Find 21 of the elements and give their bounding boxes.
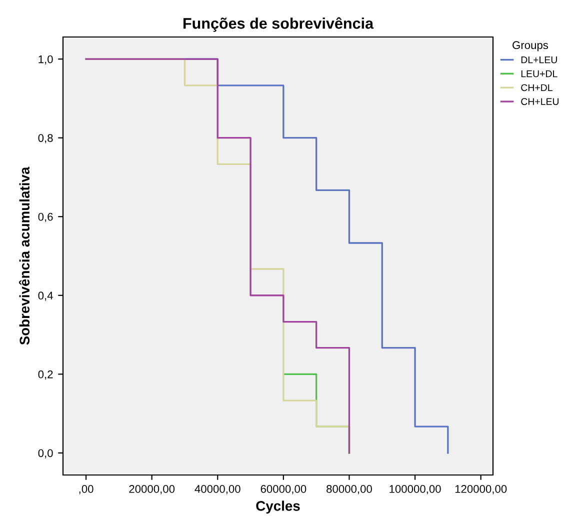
y-tick-label: 0,4 — [38, 292, 53, 301]
x-tick-label: ,00 — [79, 485, 94, 494]
legend-label: CH+LEU — [521, 98, 559, 106]
legend-label: LEU+DL — [521, 70, 558, 78]
x-tick-label: 80000,00 — [326, 485, 372, 494]
x-tick-label: 40000,00 — [194, 485, 240, 494]
legend-label: CH+DL — [521, 84, 552, 92]
x-tick-label: 60000,00 — [260, 485, 306, 494]
x-tick-label: 20000,00 — [129, 485, 175, 494]
x-tick-label: 120000,00 — [455, 485, 507, 494]
chart-title: Funções de sobrevivência — [184, 17, 374, 32]
x-tick-label: 100000,00 — [390, 485, 441, 494]
x-axis-title: Cycles — [256, 500, 300, 514]
y-tick-label: 0,2 — [38, 370, 53, 380]
legend-label: DL+LEU — [521, 56, 557, 64]
y-tick-label: 0,6 — [38, 212, 53, 222]
legend-title: Groups — [512, 41, 548, 52]
y-tick-label: 0,0 — [38, 449, 53, 458]
y-tick-label: 1,0 — [38, 55, 53, 65]
y-axis-title: Sobrevivência acumulativa — [19, 166, 30, 345]
y-tick-label: 0,8 — [38, 134, 53, 144]
